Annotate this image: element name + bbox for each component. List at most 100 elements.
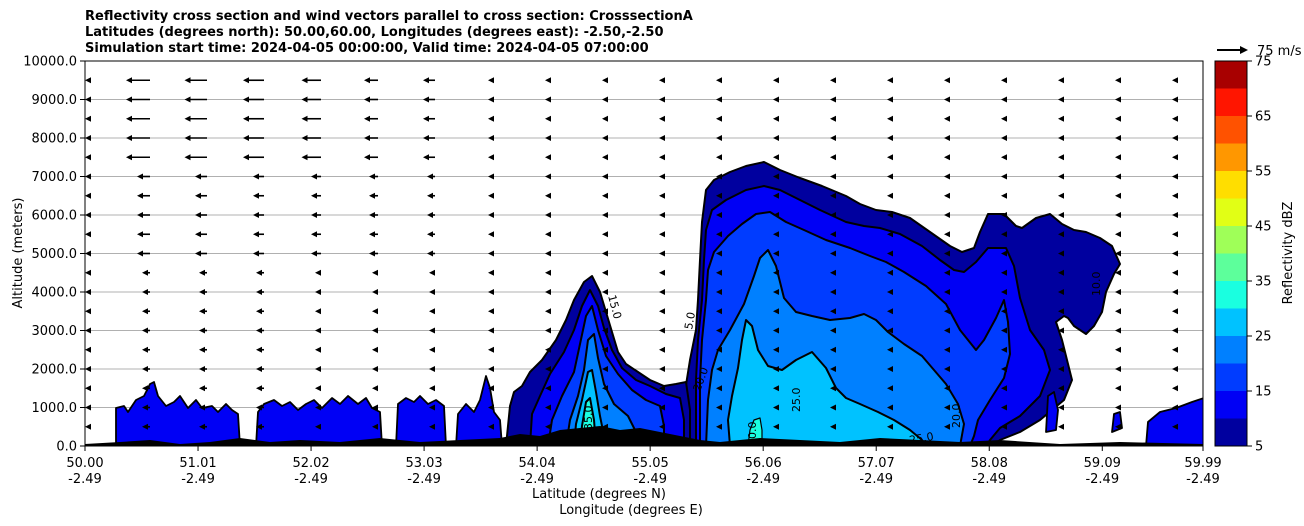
wind-vector-head [773, 423, 779, 430]
wind-vector-head [1058, 289, 1064, 295]
wind-vector-head [369, 231, 375, 238]
wind-vector-head [602, 385, 608, 392]
wind-vector-head [142, 423, 148, 430]
wind-vector-head [1001, 308, 1007, 315]
wind-vector-head [602, 327, 608, 334]
wind-vector-head [488, 366, 494, 372]
wind-vector-head [545, 154, 551, 161]
wind-vector-head [184, 77, 191, 84]
wind-vector-head [716, 308, 722, 315]
wind-vector-head [85, 385, 91, 392]
wind-vector-head [887, 250, 893, 257]
wind-vector-head [1115, 269, 1121, 276]
wind-vector-head [545, 327, 551, 334]
wind-vector-head [364, 96, 370, 103]
wind-vector-head [315, 308, 321, 315]
wind-vector-head [488, 404, 494, 411]
y-tick-label: 0.0 [56, 440, 77, 455]
wind-vector-head [659, 346, 665, 353]
wind-vector-head [1058, 212, 1064, 218]
x-tick-label-longitude: -2.49 [633, 472, 667, 487]
wind-vector-head [944, 308, 950, 315]
wind-vector-head [545, 115, 551, 122]
wind-vector-head [545, 192, 551, 199]
wind-vector-head [773, 231, 779, 238]
wind-vector-head [602, 250, 608, 257]
shallow-cell-g [1145, 397, 1203, 446]
wind-vector-head [1172, 327, 1178, 334]
wind-vector-head [1058, 135, 1064, 141]
wind-vector-head [199, 404, 205, 411]
wind-vector-head [773, 366, 779, 372]
wind-vector-head [773, 250, 779, 257]
wind-vector-head [887, 115, 893, 122]
x-tick-label-longitude: -2.49 [1186, 472, 1220, 487]
wind-vector-head [301, 115, 308, 122]
wind-vector-head [944, 385, 950, 392]
wind-vector-head [659, 173, 665, 180]
shallow-cell-d [455, 375, 503, 446]
colorbar-band [1215, 336, 1247, 364]
wind-vector-head [372, 308, 378, 315]
wind-vector-head [1058, 231, 1064, 238]
x-tick-label-latitude: 58.08 [971, 456, 1008, 471]
wind-vector-head [659, 135, 665, 141]
reflectivity-mid-cell [505, 275, 691, 446]
wind-vector-head [1115, 173, 1121, 180]
wind-vector-head [830, 327, 836, 334]
wind-vector-head [1001, 289, 1007, 295]
wind-vector-head [887, 173, 893, 180]
wind-vector-head [1001, 154, 1007, 161]
wind-vector-head [602, 366, 608, 372]
wind-vector-head [1058, 346, 1064, 353]
wind-vector-head [199, 289, 205, 295]
wind-vector-head [887, 308, 893, 315]
wind-vector-head [830, 173, 836, 180]
y-tick-label: 2000.0 [32, 363, 78, 378]
wind-vector-head [944, 96, 950, 103]
x-tick-label-longitude: -2.49 [294, 472, 328, 487]
wind-vector-head [887, 135, 893, 141]
wind-vector-head [830, 366, 836, 372]
wind-vector-head [488, 77, 494, 84]
wind-vector-head [369, 192, 375, 199]
wind-vector-head [372, 269, 378, 276]
wind-vector-head [1115, 96, 1121, 103]
wind-vector-head [1172, 385, 1178, 392]
wind-vector-head [716, 385, 722, 392]
wind-vector-head [184, 96, 191, 103]
colorbar-tick-label: 5 [1255, 440, 1263, 455]
colorbar-label: Reflectivity dBZ [1281, 202, 1296, 305]
wind-vector-head [1001, 327, 1007, 334]
wind-vector-head [142, 404, 148, 411]
wind-vector-head [85, 231, 91, 238]
wind-vector-head [830, 250, 836, 257]
wind-vector-head [1172, 289, 1178, 295]
plot-area: 25.0 20.0 5.0 15.0 10.0 30.0 35.0 20.0 2… [85, 77, 1203, 446]
wind-vector-head [602, 115, 608, 122]
colorbar: 5 15 25 35 45 55 65 75 [1214, 55, 1272, 455]
wind-vector-head [830, 115, 836, 122]
wind-vector-head [659, 192, 665, 199]
wind-vector-head [830, 308, 836, 315]
colorbar-band [1215, 61, 1247, 89]
y-tick-label: 1000.0 [32, 401, 78, 416]
wind-vector-head [137, 192, 143, 199]
wind-vector-head [195, 192, 201, 199]
shallow-cell-b [255, 395, 383, 446]
wind-vector-head [85, 212, 91, 218]
wind-vector-head [659, 250, 665, 257]
wind-vector-head [243, 77, 249, 84]
wind-vector-head [887, 404, 893, 411]
wind-vector-head [545, 269, 551, 276]
wind-vector-head [199, 346, 205, 353]
wind-vector-head [1058, 269, 1064, 276]
reflectivity-shallow-cells [115, 375, 1203, 446]
wind-vector-head [423, 115, 429, 122]
wind-vector-head [659, 308, 665, 315]
wind-vector-head [887, 423, 893, 430]
wind-vector-head [1058, 154, 1064, 161]
wind-vector-head [256, 346, 262, 353]
wind-vector-head [199, 385, 205, 392]
wind-vector-head [488, 154, 494, 161]
